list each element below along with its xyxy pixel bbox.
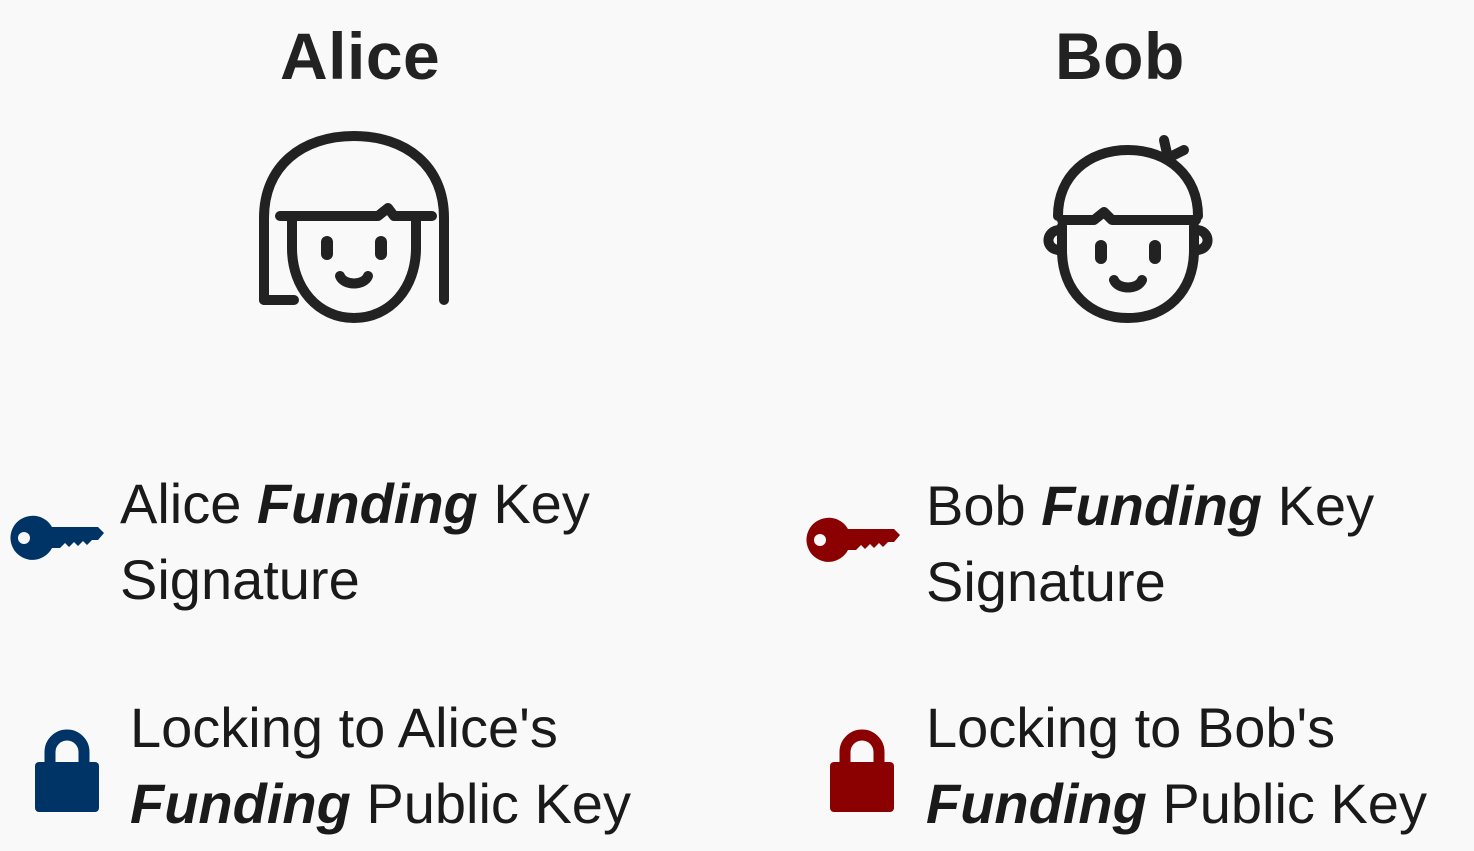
signature-line2: Signature <box>926 550 1166 613</box>
boy-face-icon <box>1036 132 1222 326</box>
bob-signature-label: Bob Funding Key Signature <box>926 468 1374 620</box>
signature-emphasis: Funding <box>1041 474 1263 537</box>
key-icon <box>804 514 902 568</box>
alice-signature-label: Alice Funding Key Signature <box>120 466 590 618</box>
girl-face-icon <box>254 128 454 328</box>
alice-name: Alice <box>280 19 441 93</box>
signature-line2: Signature <box>120 548 360 611</box>
locking-emphasis: Funding <box>926 772 1147 835</box>
key-icon <box>8 512 106 566</box>
signature-emphasis: Funding <box>256 472 478 535</box>
locking-suffix: Public Key <box>1162 772 1427 835</box>
locking-line1: Locking to Bob's <box>926 696 1336 759</box>
locking-suffix: Public Key <box>366 772 631 835</box>
padlock-icon <box>34 728 100 814</box>
signature-suffix: Key <box>1277 474 1375 537</box>
signature-prefix: Alice <box>120 472 242 535</box>
padlock-icon <box>829 728 895 814</box>
locking-line1: Locking to Alice's <box>130 696 558 759</box>
alice-locking-label: Locking to Alice's Funding Public Key <box>130 690 631 842</box>
signature-suffix: Key <box>493 472 590 535</box>
signature-prefix: Bob <box>926 474 1026 537</box>
bob-name: Bob <box>1055 19 1185 93</box>
locking-emphasis: Funding <box>130 772 351 835</box>
bob-locking-label: Locking to Bob's Funding Public Key <box>926 690 1427 842</box>
